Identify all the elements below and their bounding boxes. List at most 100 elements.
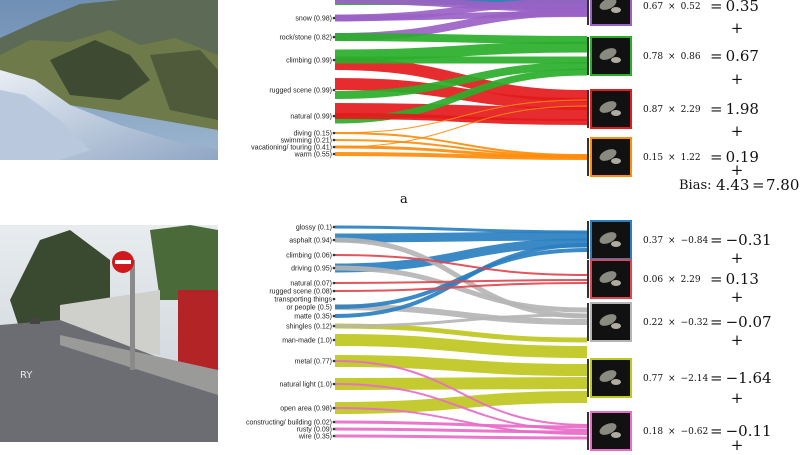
contribution-value: = 0.19 [710, 148, 759, 166]
panel-b-photo: RY [0, 225, 218, 442]
concept-label: snow (0.98) [295, 16, 332, 23]
concept-label: rock/stone (0.82) [279, 35, 332, 42]
concept-label: rugged scene (0.99) [269, 88, 332, 95]
plus-symbol: + [731, 331, 744, 349]
contribution-number: 1.98 [726, 100, 759, 118]
concept-flow [334, 265, 588, 313]
prototype-object-highlight [611, 323, 621, 329]
prototype-object-highlight [611, 57, 621, 63]
concept-flow [334, 282, 588, 292]
weight-value: 1.22 [681, 153, 701, 163]
concept-flow [334, 132, 588, 156]
weight-value: 0.86 [681, 52, 701, 62]
prototype-patch [590, 358, 632, 398]
concept-label: natural (0.99) [290, 114, 332, 121]
weight-value: 0.52 [681, 2, 701, 12]
concept-flow [334, 313, 588, 328]
prototype-object [599, 48, 617, 60]
concept-flow [334, 279, 588, 284]
prototype-object-highlight [611, 110, 621, 116]
prototype-calculation: 0.15 × 1.22 [643, 153, 701, 163]
prototype-patch [590, 302, 632, 342]
prototype-patch [590, 259, 632, 299]
concept-flow [334, 231, 588, 243]
concept-node [332, 16, 336, 20]
concept-flow [334, 41, 588, 61]
times-symbol: × [668, 105, 676, 115]
similarity-value: 0.78 [643, 52, 663, 62]
equals-symbol: = [710, 100, 723, 118]
panel-a-caption: a [400, 192, 408, 207]
concept-node [332, 434, 336, 438]
prototype-calculation: 0.67 × 0.52 [643, 2, 701, 12]
prototype-calculation: 0.22 × −0.32 [643, 318, 708, 328]
panel-b-calculations: 0.37 × −0.84 = −0.31+0.06 × 2.29 = 0.13+0.22 × −0.… [643, 231, 772, 454]
concept-label: matte (0.35) [294, 314, 332, 321]
concept-label: man-made (1.0) [282, 338, 332, 345]
concept-label: constructing/ building (0.02) [246, 420, 332, 427]
svg-text:RY: RY [20, 370, 33, 381]
concept-node [332, 338, 336, 342]
plus-symbol: + [731, 249, 744, 267]
similarity-value: 0.15 [643, 153, 663, 163]
concept-node [332, 152, 336, 156]
prototype-object [599, 423, 617, 435]
weight-value: −0.84 [681, 236, 709, 246]
concept-label: metal (0.77) [295, 359, 332, 366]
concept-node [332, 314, 336, 318]
equals-symbol: = [710, 148, 723, 166]
plus-symbol: + [731, 389, 744, 407]
concept-flow [334, 225, 588, 234]
concept-node [332, 266, 336, 270]
times-symbol: × [668, 318, 676, 328]
plus-symbol: + [731, 122, 744, 140]
panel-a-concept-labels: snow (0.98) rock/stone (0.82) climbing (0.… [251, 16, 336, 159]
concept-flow [334, 248, 588, 309]
concept-flow [334, 360, 588, 426]
weight-value: 2.29 [681, 275, 701, 285]
concept-node [332, 58, 336, 62]
concept-node [332, 297, 336, 301]
equals-symbol: = [710, 0, 723, 15]
prototype-object [599, 232, 617, 244]
times-symbol: × [668, 153, 676, 163]
similarity-value: 0.87 [643, 105, 663, 115]
concept-node [332, 359, 336, 363]
prototype-calculation: 0.78 × 0.86 [643, 52, 701, 62]
concept-label: transporting things [274, 297, 332, 304]
equals-symbol: = [710, 313, 723, 331]
concept-label: vacationing/ touring (0.41) [251, 145, 332, 152]
concept-label: shingles (0.12) [286, 324, 332, 331]
prototype-node [587, 260, 589, 298]
times-symbol: × [668, 236, 676, 246]
equals-symbol: = [710, 422, 723, 440]
concept-label: open area (0.98) [280, 406, 332, 413]
contribution-value: = −0.11 [710, 422, 772, 440]
concept-node [332, 145, 336, 149]
prototype-node [587, 90, 589, 128]
concept-flow [334, 304, 588, 325]
prototype-object-highlight [611, 241, 621, 247]
concept-label: rusty (0.09) [297, 427, 332, 434]
concept-label: rugged scene (0.08) [269, 289, 332, 296]
prototype-object [599, 0, 617, 10]
concept-label: climbing (0.99) [286, 58, 332, 65]
concept-node [332, 406, 336, 410]
concept-flow [334, 33, 588, 44]
prototype-node [587, 37, 589, 75]
contribution-number: −0.31 [726, 231, 772, 249]
bias-equals: = [752, 176, 765, 194]
concept-flow [334, 62, 588, 99]
contribution-value: = −1.64 [710, 369, 772, 387]
prototype-object-highlight [611, 379, 621, 385]
times-symbol: × [668, 374, 676, 384]
concept-flow [334, 427, 588, 434]
concept-flow [334, 407, 588, 435]
concept-label: natural light (1.0) [279, 382, 332, 389]
prototype-calculation: 0.87 × 2.29 [643, 105, 701, 115]
concept-node [332, 382, 336, 386]
prototype-patch [590, 137, 632, 177]
panel-a-calculations: 0.67 × 0.52 = 0.35+0.78 × 0.86 = 0.67+0.87 × 2.29 =… [643, 0, 759, 179]
concept-flow [334, 113, 588, 125]
plus-symbol: + [731, 436, 744, 454]
